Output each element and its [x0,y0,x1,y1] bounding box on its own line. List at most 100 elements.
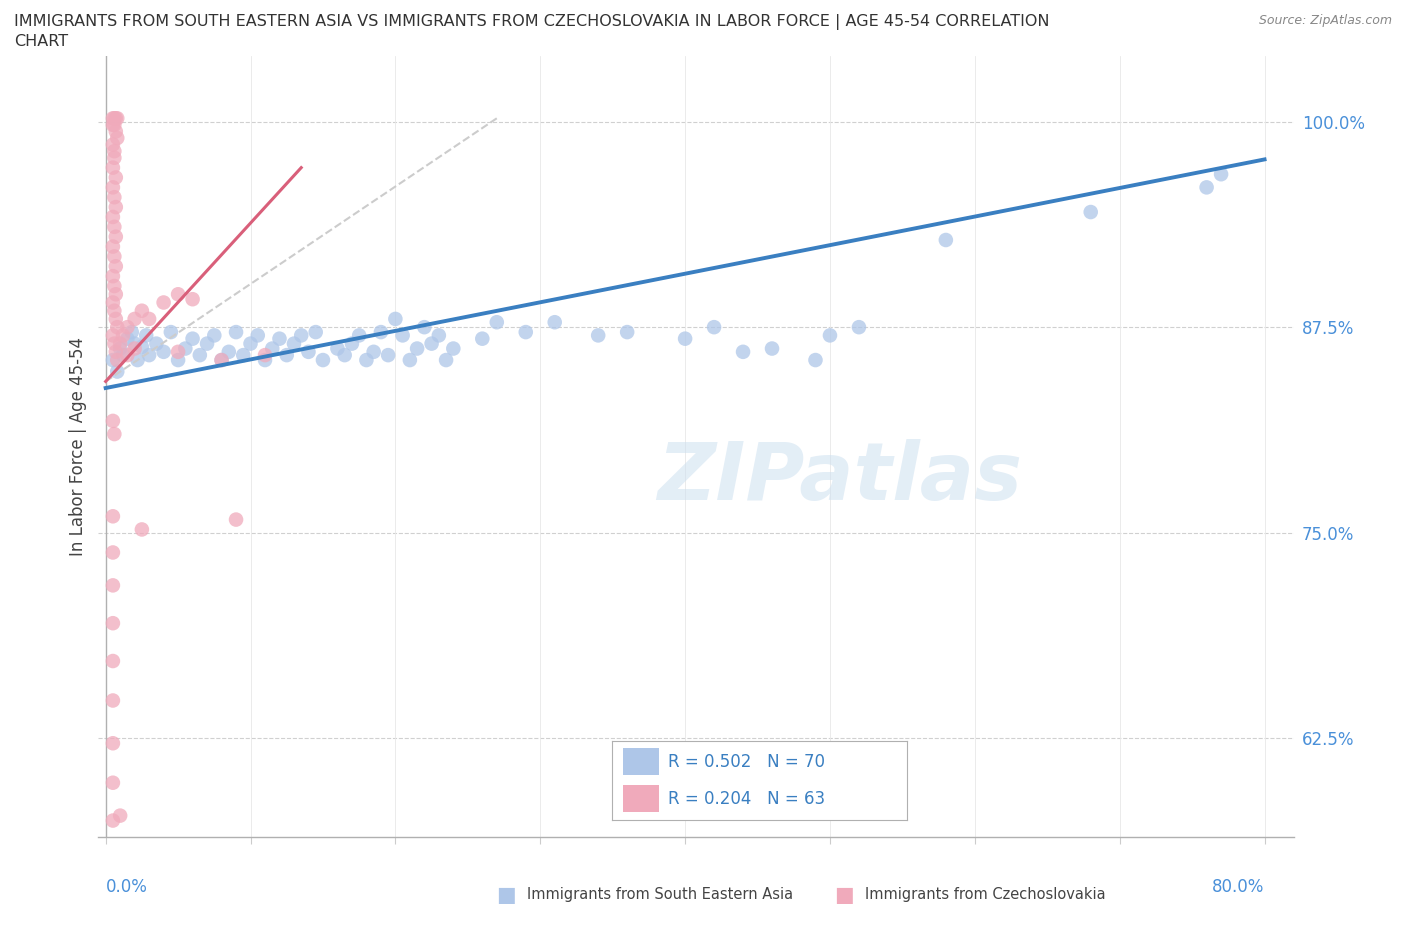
Point [804,352,827,367]
Point [131,522,153,537]
Point [101,545,124,560]
Point [124,336,146,351]
Point [276,348,298,363]
Point [1195,179,1218,194]
Point [104,312,127,326]
Point [108,336,131,351]
Point [167,352,190,367]
Text: ZIPatlas: ZIPatlas [657,439,1022,517]
Point [101,209,124,224]
Point [103,117,125,132]
Point [101,654,124,669]
Point [441,341,464,356]
Point [818,328,841,343]
Y-axis label: In Labor Force | Age 45-54: In Labor Force | Age 45-54 [69,337,87,556]
Point [112,328,135,343]
Point [101,179,124,194]
Point [232,348,254,363]
Point [101,736,124,751]
Point [104,230,127,245]
Point [202,328,225,343]
Text: 80.0%: 80.0% [1212,878,1264,897]
Point [101,137,124,152]
Point [103,219,125,234]
Point [703,320,725,335]
Text: Source: ZipAtlas.com: Source: ZipAtlas.com [1258,14,1392,27]
Point [103,144,125,159]
Point [544,314,567,329]
Bar [623,749,659,776]
Point [103,427,125,442]
Point [101,352,124,367]
Point [108,341,131,356]
Point [101,111,124,126]
Point [253,348,276,363]
Point [290,328,312,343]
Point [138,312,160,326]
Point [121,325,143,339]
Point [101,509,124,524]
Point [211,352,233,367]
Point [283,336,305,351]
Point [262,341,284,356]
Point [356,352,378,367]
Text: ■: ■ [496,884,516,905]
Point [420,336,443,351]
Text: R = 0.502   N = 70: R = 0.502 N = 70 [668,752,825,771]
Point [326,341,349,356]
Point [297,344,319,359]
Point [239,336,262,351]
Point [101,328,124,343]
Text: 0.0%: 0.0% [105,878,148,897]
Point [434,352,457,367]
Point [145,336,167,351]
Point [1209,166,1232,181]
Point [103,303,125,318]
Point [104,170,127,185]
Point [167,344,190,359]
Point [384,312,406,326]
Point [391,328,413,343]
Point [340,336,363,351]
Point [101,578,124,592]
Point [167,286,190,301]
Point [108,808,131,823]
Point [104,200,127,215]
Point [135,328,157,343]
Point [363,344,385,359]
Point [406,341,429,356]
Point [117,348,139,363]
Point [673,331,696,346]
Point [218,344,240,359]
Point [103,336,125,351]
Point [269,331,291,346]
Point [370,325,392,339]
Point [117,331,139,346]
Point [104,124,127,139]
Point [105,111,128,126]
Point [399,352,422,367]
Point [174,341,197,356]
Point [347,328,370,343]
Point [101,414,124,429]
Point [104,344,127,359]
Point [413,320,436,335]
Point [586,328,609,343]
Point [848,320,870,335]
Bar [623,786,659,813]
Point [101,269,124,284]
Point [131,339,153,354]
Text: Immigrants from South Eastern Asia: Immigrants from South Eastern Asia [527,887,793,902]
Point [105,320,128,335]
Point [515,325,537,339]
Point [101,693,124,708]
Point [138,348,160,363]
Point [305,325,328,339]
Point [333,348,356,363]
Point [127,352,149,367]
Point [101,295,124,310]
Point [377,348,399,363]
Point [101,239,124,254]
Point [195,336,218,351]
Point [225,325,247,339]
